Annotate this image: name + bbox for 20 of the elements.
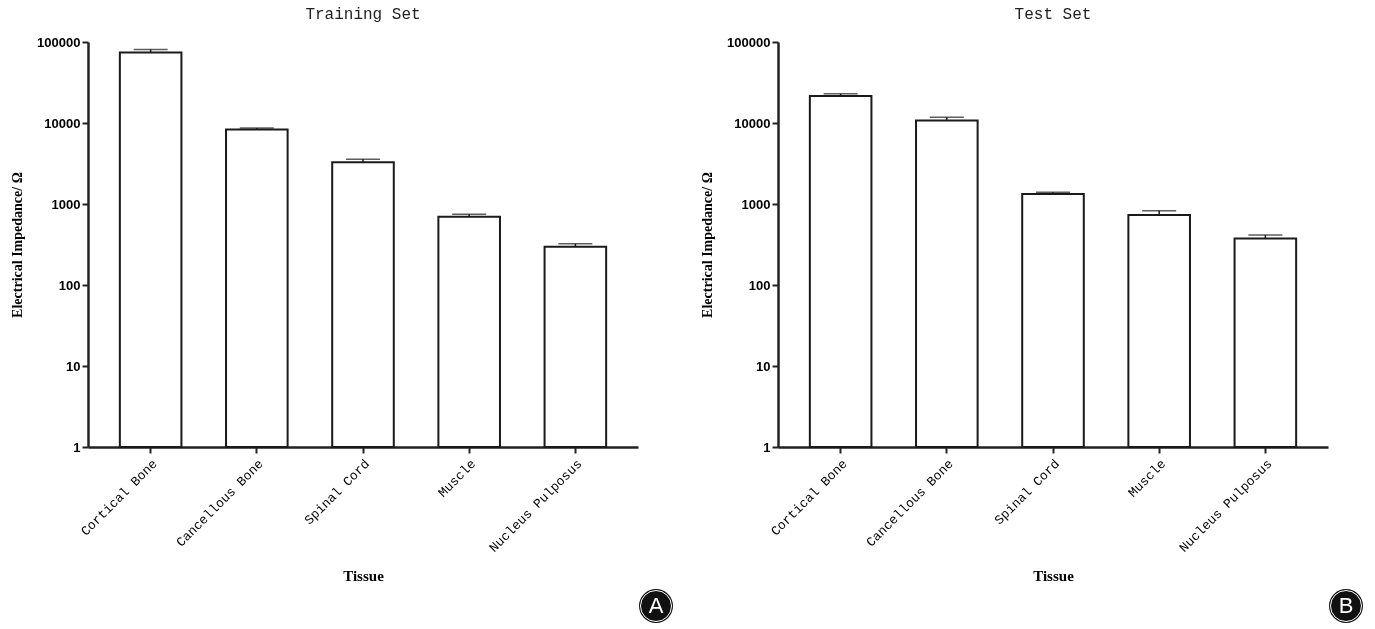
y-tick-label: 10: [66, 358, 81, 374]
x-axis-title: Tissue: [343, 567, 385, 584]
y-tick-label: 100000: [37, 34, 81, 50]
y-tick-label: 100000: [727, 34, 771, 50]
y-axis-title: Electrical Impedance/ Ω: [10, 172, 26, 318]
y-tick-label: 1: [73, 439, 81, 455]
y-tick-label: 1000: [741, 196, 771, 212]
chart-title: Test Set: [1014, 6, 1092, 24]
y-tick-label: 1000: [51, 196, 81, 212]
y-tick-label: 10000: [734, 115, 771, 131]
chart-title: Training Set: [305, 6, 421, 24]
y-tick-label: 100: [748, 277, 771, 293]
y-tick-label: 100: [58, 277, 81, 293]
x-axis-title: Tissue: [1033, 567, 1075, 584]
text: A: [640, 590, 672, 622]
y-axis-title: Electrical Impedance/ Ω: [700, 172, 716, 318]
y-tick-label: 10: [756, 358, 771, 374]
text: B: [1330, 590, 1362, 622]
y-tick-label: 1: [763, 439, 771, 455]
y-tick-label: 10000: [44, 115, 81, 131]
